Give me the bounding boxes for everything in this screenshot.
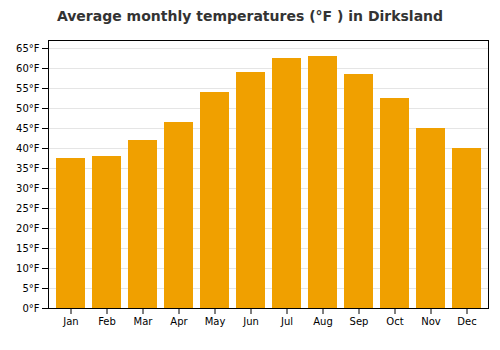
svg-text:Apr: Apr (170, 316, 188, 327)
svg-text:Jan: Jan (62, 316, 78, 327)
svg-text:30°F: 30°F (16, 183, 40, 194)
svg-text:May: May (205, 316, 226, 327)
svg-text:Oct: Oct (386, 316, 403, 327)
svg-text:55°F: 55°F (16, 83, 40, 94)
svg-text:Nov: Nov (421, 316, 441, 327)
svg-text:45°F: 45°F (16, 123, 40, 134)
svg-text:65°F: 65°F (16, 43, 40, 54)
svg-text:Feb: Feb (98, 316, 116, 327)
svg-text:Mar: Mar (134, 316, 154, 327)
svg-text:15°F: 15°F (16, 243, 40, 254)
svg-text:35°F: 35°F (16, 163, 40, 174)
svg-text:Jun: Jun (242, 316, 259, 327)
svg-text:20°F: 20°F (16, 223, 40, 234)
svg-text:40°F: 40°F (16, 143, 40, 154)
svg-text:0°F: 0°F (22, 303, 39, 314)
svg-text:Sep: Sep (350, 316, 369, 327)
svg-text:60°F: 60°F (16, 63, 40, 74)
svg-text:5°F: 5°F (22, 283, 39, 294)
svg-text:Jul: Jul (280, 316, 293, 327)
svg-text:25°F: 25°F (16, 203, 40, 214)
svg-text:50°F: 50°F (16, 103, 40, 114)
svg-text:Aug: Aug (313, 316, 333, 327)
svg-text:Dec: Dec (457, 316, 476, 327)
html-text:Average monthly temperatures (: Average monthly temperatures (°F ) in Di… (56, 8, 444, 24)
svg-text:10°F: 10°F (16, 263, 40, 274)
